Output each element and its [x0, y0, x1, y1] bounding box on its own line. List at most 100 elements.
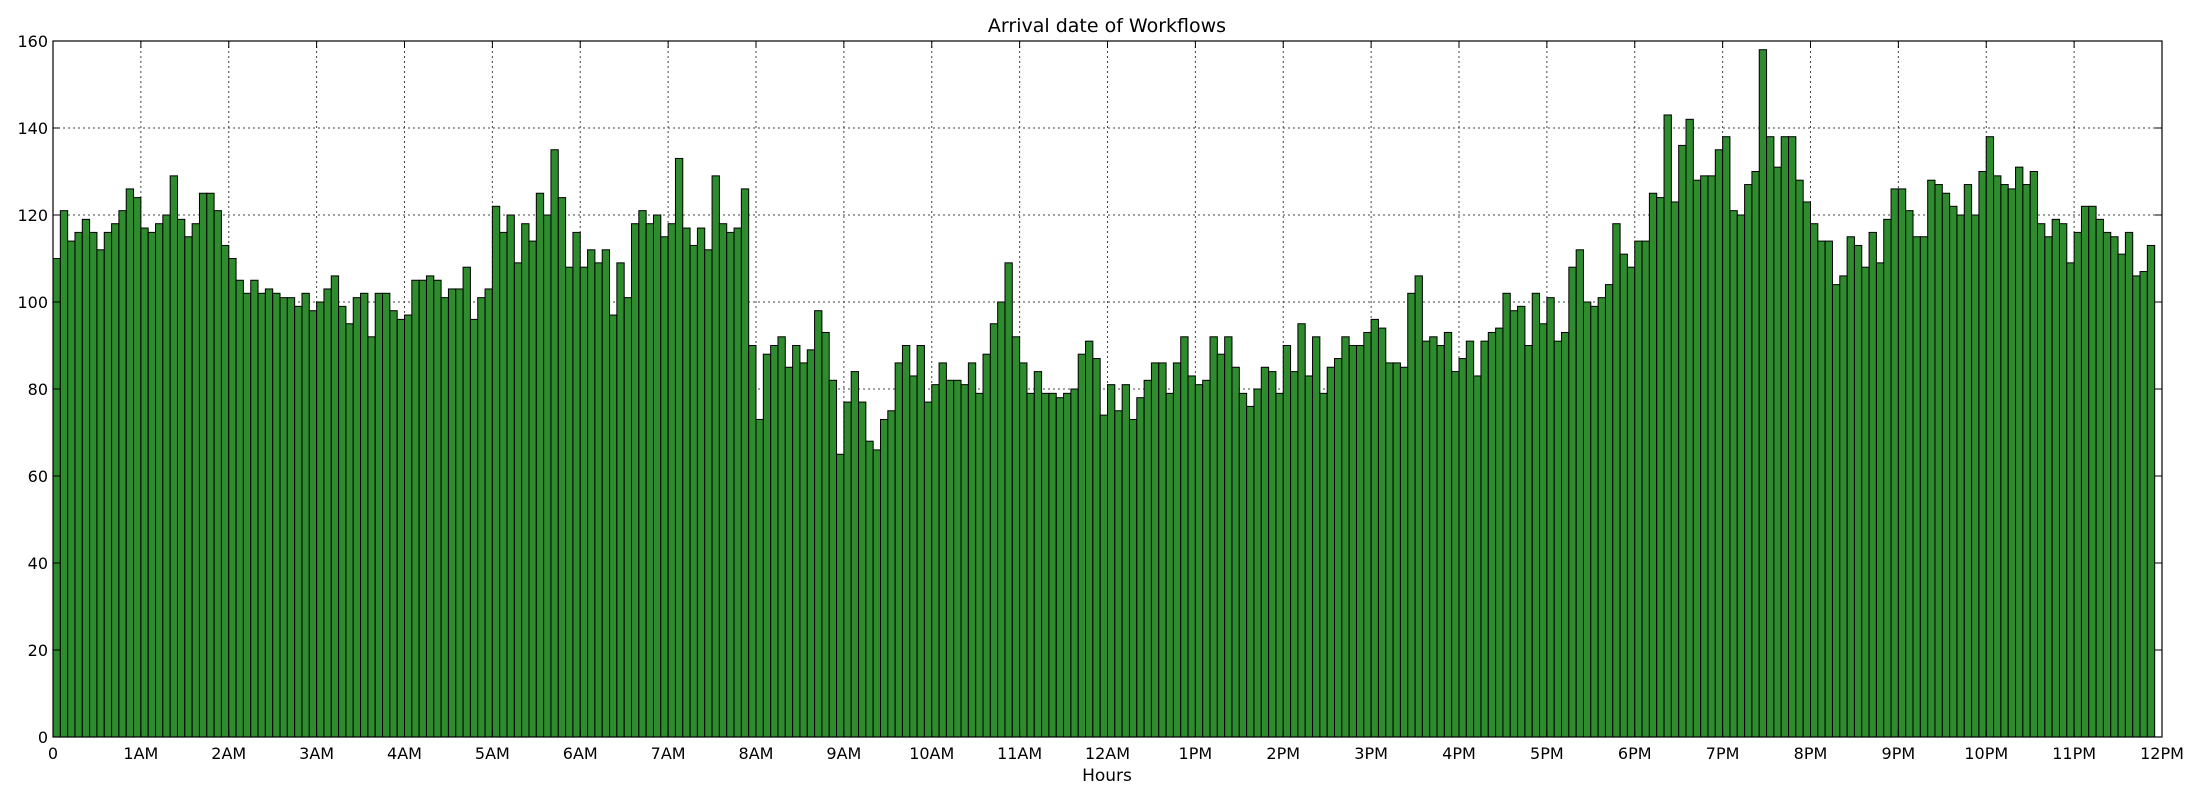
histogram-bar — [1766, 136, 1775, 738]
histogram-bar — [345, 323, 354, 738]
y-tick-label: 20 — [28, 641, 48, 660]
histogram-bar — [1004, 262, 1013, 738]
histogram-bar — [1495, 327, 1504, 738]
histogram-bar — [1729, 210, 1738, 738]
histogram-bar — [1634, 240, 1643, 738]
histogram-bar — [1451, 371, 1460, 738]
histogram-bar — [1231, 366, 1240, 738]
histogram-bar — [982, 353, 991, 738]
histogram-bar — [1385, 362, 1394, 738]
histogram-bar — [1897, 188, 1907, 738]
histogram-bar — [762, 353, 772, 738]
histogram-bar — [118, 210, 127, 738]
histogram-bar — [382, 292, 391, 738]
y-tick-label: 40 — [28, 554, 48, 573]
histogram-bar — [1846, 236, 1855, 738]
x-tick-label: 3AM — [299, 744, 334, 763]
histogram-bar — [469, 318, 479, 738]
histogram-bar — [1707, 175, 1716, 738]
histogram-bar — [2007, 188, 2017, 738]
histogram-bar — [1407, 292, 1416, 738]
histogram-bar — [425, 275, 435, 738]
histogram-bar — [81, 218, 91, 738]
histogram-bar — [550, 149, 559, 738]
x-tick-label: 10PM — [1964, 744, 2008, 763]
histogram-bar — [257, 292, 266, 738]
histogram-bar — [1868, 231, 1877, 738]
histogram-bar — [1187, 375, 1196, 738]
histogram-bar — [1048, 392, 1057, 738]
x-tick-label: 2PM — [1266, 744, 1300, 763]
histogram-bar — [1590, 305, 1599, 738]
histogram-bar — [1377, 327, 1387, 738]
histogram-bar — [1934, 184, 1943, 738]
histogram-bar — [726, 231, 735, 738]
histogram-bar — [447, 288, 457, 738]
histogram-bar — [967, 362, 977, 738]
bars — [52, 49, 2156, 738]
histogram-bar — [960, 384, 969, 738]
histogram-bar — [1399, 366, 1409, 738]
histogram-bar — [374, 292, 384, 738]
histogram-bar — [1070, 388, 1079, 738]
x-tick-label: 5AM — [475, 744, 510, 763]
histogram-bar — [770, 345, 779, 738]
histogram-bar — [1956, 214, 1965, 738]
histogram-bar — [1421, 340, 1431, 738]
x-tick-label: 12AM — [1085, 744, 1130, 763]
histogram-bar — [1392, 362, 1401, 738]
histogram-bar — [1839, 275, 1848, 738]
histogram-bar — [418, 279, 427, 738]
x-tick-label: 4AM — [387, 744, 422, 763]
histogram-bar — [1531, 292, 1541, 738]
histogram-bar — [1810, 223, 1819, 738]
histogram-bar — [784, 366, 794, 738]
histogram-bar — [1334, 358, 1343, 738]
y-tick-label: 120 — [17, 206, 48, 225]
histogram-bar — [557, 197, 567, 738]
histogram-bar — [1465, 340, 1475, 738]
histogram-bar — [1150, 362, 1160, 738]
histogram-bar — [272, 292, 281, 738]
histogram-bar — [1487, 331, 1497, 738]
histogram-bar — [814, 310, 823, 738]
x-tick-label: 0 — [48, 744, 58, 763]
histogram-bar — [2088, 205, 2097, 738]
histogram-bar — [1722, 136, 1731, 738]
histogram-bar — [155, 223, 164, 738]
histogram-bar — [565, 266, 574, 738]
histogram-bar — [777, 336, 786, 738]
histogram-bar — [74, 231, 83, 738]
histogram-bar — [1678, 144, 1687, 738]
histogram-bar — [1348, 345, 1357, 738]
x-tick-label: 12PM — [2140, 744, 2184, 763]
histogram-bar — [1319, 392, 1328, 738]
histogram-bar — [191, 223, 200, 738]
x-axis-label: Hours — [1082, 766, 1132, 786]
x-tick-label: 5PM — [1530, 744, 1564, 763]
histogram-bar — [521, 223, 530, 738]
histogram-bar — [2037, 223, 2046, 738]
x-tick-label: 11AM — [997, 744, 1042, 763]
histogram-bar — [2051, 218, 2060, 738]
histogram-bar — [176, 218, 186, 738]
x-tick-label: 1AM — [123, 744, 158, 763]
histogram-bar — [1788, 136, 1797, 738]
histogram-bar — [1099, 414, 1109, 738]
histogram-bar — [389, 310, 398, 738]
histogram-bar — [206, 192, 215, 738]
histogram-bar — [975, 392, 984, 738]
histogram-bar — [674, 157, 684, 738]
histogram-bar — [945, 379, 955, 738]
histogram-bar — [1275, 392, 1284, 738]
histogram-bar — [1971, 214, 1980, 738]
histogram-bar — [1648, 192, 1658, 738]
histogram-bar — [228, 258, 237, 738]
histogram-bar — [894, 362, 903, 738]
histogram-bar — [1085, 340, 1094, 738]
histogram-bar — [931, 384, 940, 738]
histogram-bar — [1890, 188, 1899, 738]
chart-title: Arrival date of Workflows — [988, 15, 1226, 37]
histogram-bar — [1641, 240, 1650, 738]
histogram-bar — [2029, 171, 2039, 738]
